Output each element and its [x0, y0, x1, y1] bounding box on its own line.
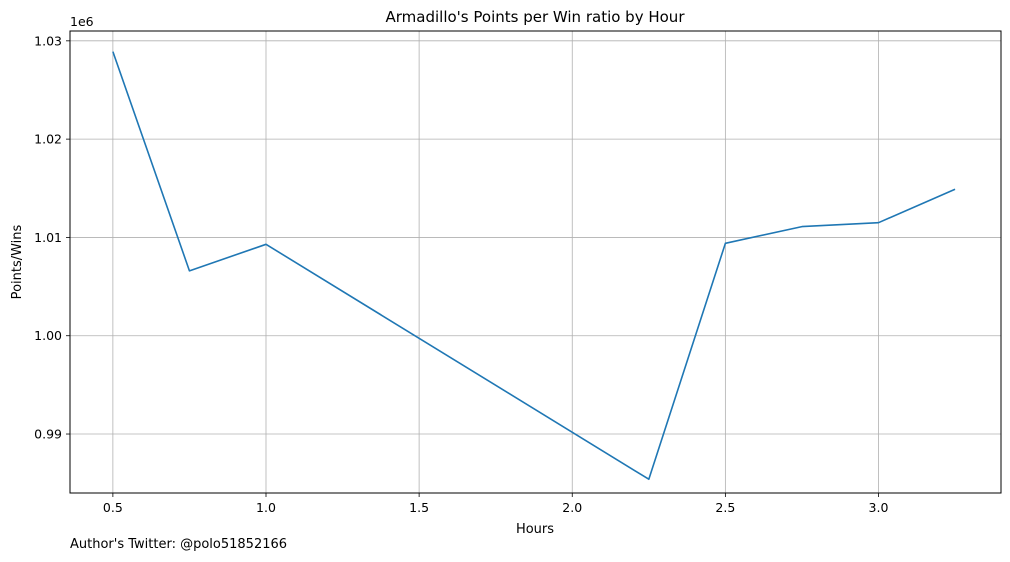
author-credit: Author's Twitter: @polo51852166: [70, 537, 288, 552]
y-tick-label: 1.00: [34, 328, 62, 343]
y-tick-label: 1.03: [34, 33, 62, 48]
y-axis-offset-text: 1e6: [70, 14, 94, 29]
grid-lines: [70, 31, 1001, 493]
x-tick-label: 3.0: [869, 500, 889, 515]
chart-title: Armadillo's Points per Win ratio by Hour: [386, 8, 686, 26]
x-tick-label: 1.0: [256, 500, 276, 515]
y-tick-label: 1.02: [34, 132, 62, 147]
plot-frame: [69, 30, 1002, 494]
ticks: 0.5 1.0 1.5 2.0 2.5 3.0 0.99 1.00 1.01 1.02 1.03: [34, 33, 888, 515]
y-tick-label: 0.99: [34, 427, 62, 442]
x-tick-label: 2.5: [715, 500, 735, 515]
series-line: [112, 51, 956, 481]
y-axis-label: Points/Wins: [10, 224, 25, 299]
x-tick-label: 2.0: [562, 500, 582, 515]
x-axis-label: Hours: [516, 522, 554, 537]
x-tick-label: 1.5: [409, 500, 429, 515]
x-tick-label: 0.5: [103, 500, 123, 515]
y-tick-label: 1.01: [34, 230, 62, 245]
series-layer: [112, 51, 956, 481]
